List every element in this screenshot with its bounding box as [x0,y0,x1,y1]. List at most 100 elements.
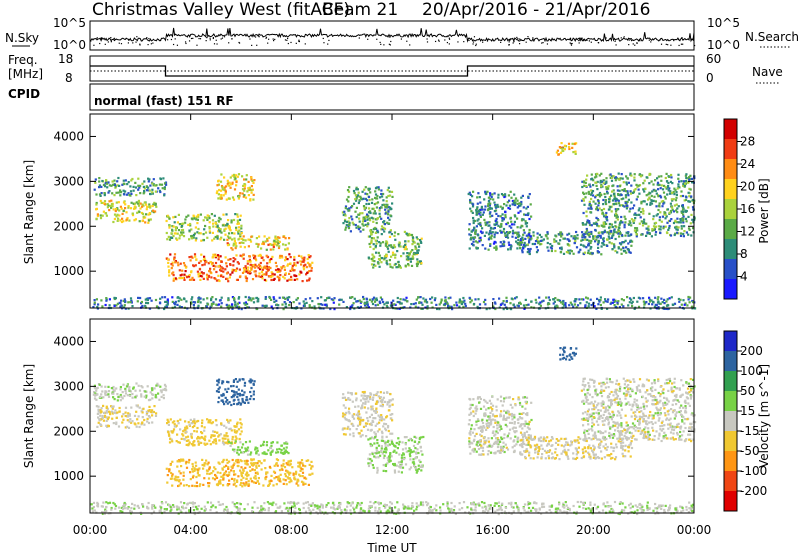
power-point [504,211,507,214]
power-point [535,246,538,249]
velocity-point [236,461,239,464]
power-point [595,221,598,224]
power-point [116,302,119,305]
noise-search-dot [446,41,449,44]
velocity-point [280,448,283,452]
velocity-point [342,433,346,436]
power-point [218,279,221,283]
power-point [226,235,230,238]
power-point [255,275,258,278]
power-point [266,268,269,271]
power-point [370,237,373,240]
power-point [487,224,490,227]
power-point [665,307,668,310]
power-point [480,205,483,208]
power-point [204,259,207,262]
noise-search-dot [176,44,179,46]
freq-left-tick-bottom: 8 [65,71,73,85]
power-point [362,297,365,301]
power-point [234,301,237,304]
power-point [155,205,158,208]
power-point [233,239,236,242]
velocity-point [196,426,199,430]
power-point [355,186,358,189]
power-point [499,241,502,244]
power-point [483,218,486,221]
power-point [367,211,371,214]
power-point [601,211,604,214]
power-point [365,199,369,202]
power-point [614,208,617,211]
power-point [107,181,110,184]
power-point [413,241,416,244]
noise-search-dot [256,44,258,46]
power-point [599,303,602,307]
velocity-point [359,419,363,422]
power-point [120,207,123,210]
power-point [302,268,306,271]
power-point [504,234,507,237]
power-point [372,247,375,251]
power-point [324,299,327,302]
power-point [265,304,268,307]
power-point [664,186,667,189]
velocity-point [379,404,382,407]
noise-search-dot [472,41,475,43]
power-point [477,192,480,195]
power-point [242,253,245,256]
power-point [148,205,151,208]
velocity-point [284,475,287,478]
power-point [182,222,185,225]
power-point [130,192,133,195]
noise-search-dot [406,40,408,42]
noise-search-dot [389,44,391,46]
power-point [195,258,198,261]
velocity-point [111,410,114,413]
velocity-point [239,418,242,421]
power-point [506,236,510,239]
power-point [197,215,200,218]
power-point [536,236,539,239]
power-point [617,193,620,196]
power-point [263,278,266,282]
power-point [148,178,151,181]
power-point [659,302,662,305]
power-point [302,258,305,261]
velocity-point [256,449,259,452]
power-point [382,300,385,304]
velocity-point [107,385,110,388]
noise-search-dot [486,40,489,42]
power-point [254,257,257,260]
velocity-point [288,471,291,474]
power-point [212,225,215,228]
velocity-point [197,468,200,471]
velocity-point [257,464,261,467]
power-point [486,190,489,193]
power-point [145,213,148,216]
velocity-point [299,474,302,478]
noise-search-dot [569,38,572,40]
power-point [617,230,621,233]
power-point [384,212,387,215]
power-point [351,205,354,208]
power-point [240,308,243,311]
power-point [227,258,230,261]
power-point [291,264,294,267]
power-point [217,227,220,230]
power-point [355,195,358,198]
velocity-point [95,405,98,408]
power-point [675,193,678,196]
power-point [362,205,366,208]
power-point [200,271,203,274]
power-point [521,194,524,197]
power-point [611,225,614,229]
power-point [643,179,646,182]
power-point [604,298,607,301]
power-point [357,213,360,216]
velocity-point [237,398,240,401]
power-point [364,197,367,200]
velocity-point [195,475,198,479]
power-point [559,239,562,242]
velocity-point [371,398,374,401]
velocity-point [351,414,354,417]
